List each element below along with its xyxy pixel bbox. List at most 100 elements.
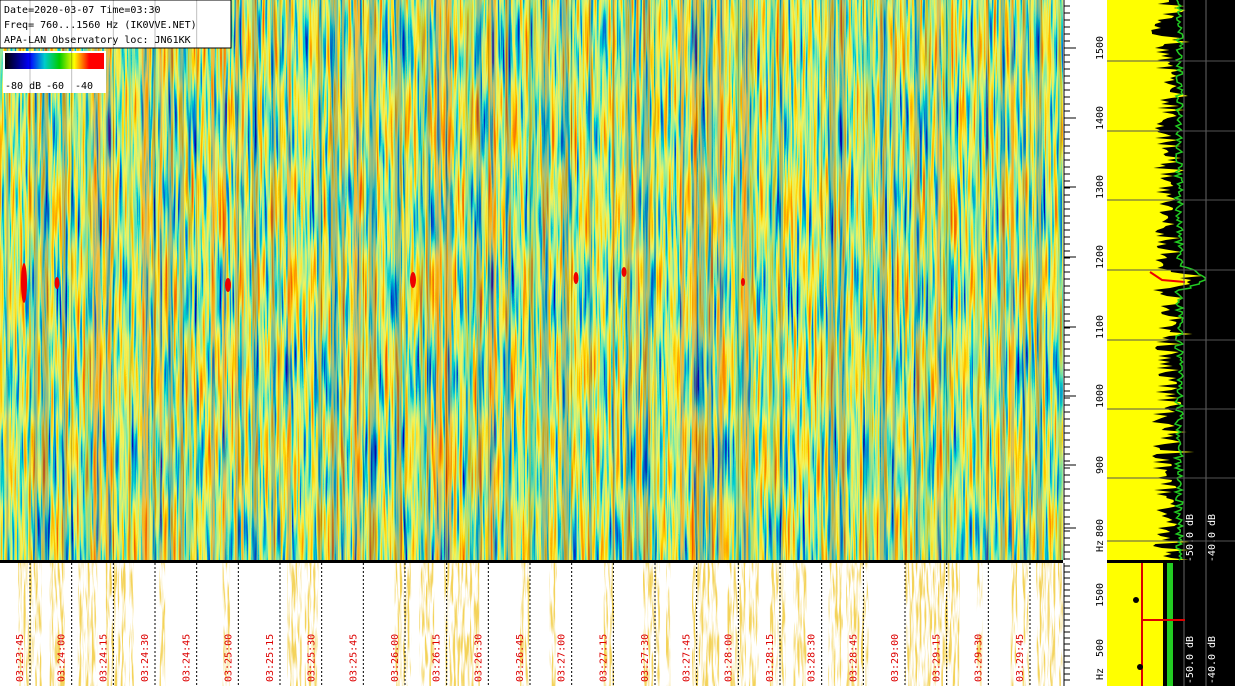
band xyxy=(679,0,685,560)
trace-band xyxy=(18,563,34,686)
band xyxy=(985,0,989,560)
freq-tick-label: 1500 xyxy=(1095,36,1106,60)
db-label: -50.0 dB xyxy=(1185,636,1196,684)
trace-band xyxy=(84,563,98,686)
time-label: 03:27:15 xyxy=(598,634,609,682)
band xyxy=(426,0,431,560)
band xyxy=(84,0,92,560)
colorbar-label: -80 dB xyxy=(5,81,41,92)
trace-band xyxy=(936,563,946,686)
band xyxy=(353,0,361,560)
trace-band xyxy=(727,563,737,686)
trace-band xyxy=(1048,563,1056,686)
freq-tick-label: 800 xyxy=(1095,519,1106,537)
time-label: 03:24:00 xyxy=(57,634,68,682)
signal-blob xyxy=(741,278,745,286)
band xyxy=(105,0,112,560)
trace-band xyxy=(692,563,704,686)
freq-tick-label: 1400 xyxy=(1095,106,1106,130)
freq-tick-label: 1200 xyxy=(1095,245,1106,269)
band xyxy=(252,0,259,560)
trace-band xyxy=(943,563,959,686)
band xyxy=(444,0,452,560)
time-label: 03:28:00 xyxy=(723,634,734,682)
band xyxy=(742,0,750,560)
trace-band xyxy=(49,563,65,686)
trace-band xyxy=(129,563,134,686)
bottom-traces xyxy=(18,563,1066,686)
time-label: 03:29:30 xyxy=(973,634,984,682)
band xyxy=(924,0,931,560)
trace-band xyxy=(451,563,468,686)
colorbar-label: -40 xyxy=(75,81,93,92)
band xyxy=(505,0,511,560)
time-label: 03:25:15 xyxy=(265,634,276,682)
band xyxy=(561,0,570,560)
trace-band xyxy=(117,563,126,686)
band xyxy=(368,0,377,560)
signal-blob xyxy=(410,272,416,288)
trace-band xyxy=(855,563,869,686)
band xyxy=(839,0,846,560)
freq-tick-label: 500 xyxy=(1095,639,1106,657)
band xyxy=(943,0,952,560)
time-label: 03:27:00 xyxy=(557,634,568,682)
divider xyxy=(0,560,1063,563)
trace-band xyxy=(698,563,711,686)
band xyxy=(222,0,227,560)
freq-unit: Hz xyxy=(1095,540,1106,552)
band xyxy=(769,0,776,560)
band xyxy=(419,0,426,560)
time-label: 03:25:30 xyxy=(307,634,318,682)
band xyxy=(341,0,345,560)
band xyxy=(748,0,754,560)
spectrum-green xyxy=(1172,0,1207,561)
time-label: 03:29:45 xyxy=(1015,634,1026,682)
signal-blob xyxy=(621,267,627,277)
band xyxy=(211,0,216,560)
band xyxy=(187,0,192,560)
band xyxy=(1000,0,1006,560)
band xyxy=(488,0,496,560)
trace-band xyxy=(914,563,927,686)
band xyxy=(317,0,321,560)
trace-band xyxy=(955,563,960,686)
band xyxy=(706,0,714,560)
band xyxy=(976,0,980,560)
trace-band xyxy=(1010,563,1018,686)
band xyxy=(92,0,101,560)
trace-band xyxy=(924,563,937,686)
trace-band xyxy=(105,563,118,686)
time-label: 03:29:15 xyxy=(932,634,943,682)
trace-band xyxy=(159,563,166,686)
time-label: 03:29:00 xyxy=(890,634,901,682)
freq-tick-label: 1500 xyxy=(1095,583,1106,607)
bottom-spectrum-fill xyxy=(1107,563,1163,686)
trace-band xyxy=(976,563,983,686)
band xyxy=(636,0,640,560)
band xyxy=(287,0,292,560)
band xyxy=(141,0,150,560)
band xyxy=(33,0,38,560)
time-label: 03:24:30 xyxy=(140,634,151,682)
trace-band xyxy=(294,563,302,686)
time-label: 03:27:30 xyxy=(640,634,651,682)
trace-band xyxy=(780,563,786,686)
band xyxy=(541,0,549,560)
trace-band xyxy=(287,563,296,686)
trace-band xyxy=(404,563,412,686)
freq-tick-label: 1100 xyxy=(1095,315,1106,339)
time-label: 03:28:15 xyxy=(765,634,776,682)
trace-band xyxy=(1057,563,1066,686)
colorbar-label: -60 xyxy=(46,81,64,92)
trace-band xyxy=(520,563,530,686)
header-bg xyxy=(0,0,232,49)
trace-band xyxy=(222,563,231,686)
band xyxy=(588,0,592,560)
band xyxy=(936,0,941,560)
time-label: 03:24:45 xyxy=(182,634,193,682)
band xyxy=(129,0,132,560)
header-line: APA-LAN Observatory loc: JN61KK xyxy=(4,35,191,46)
